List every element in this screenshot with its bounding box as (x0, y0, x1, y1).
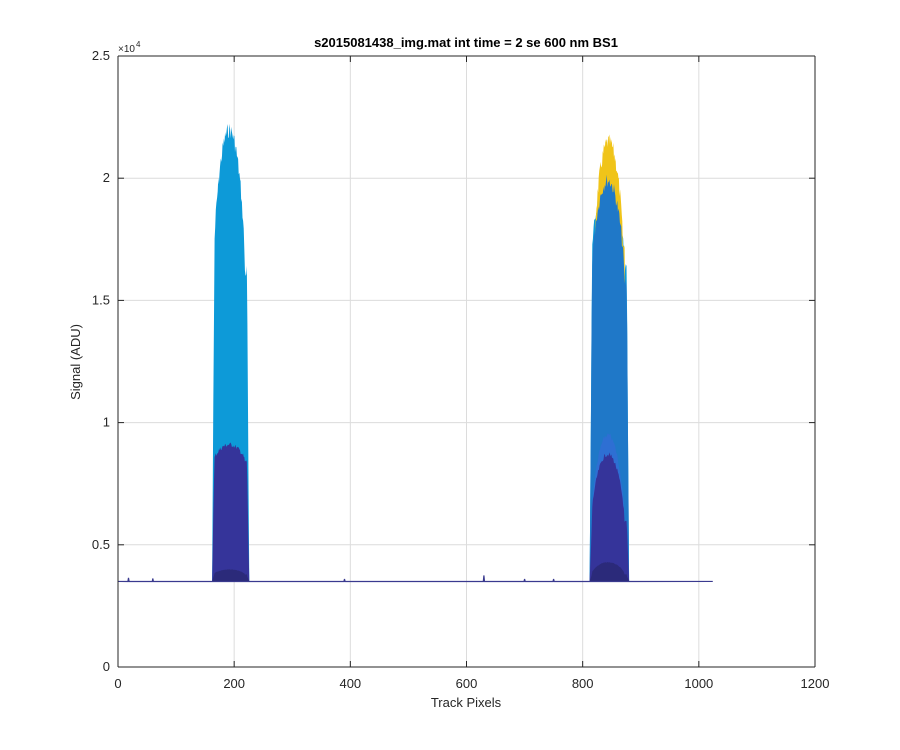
x-tick-label: 800 (572, 676, 594, 691)
y-tick-label: 1 (103, 415, 110, 430)
x-axis-label: Track Pixels (431, 695, 502, 710)
y-tick-label: 2.5 (92, 48, 110, 63)
x-tick-label: 400 (339, 676, 361, 691)
x-tick-label: 1200 (801, 676, 830, 691)
y-exponent-power: 4 (136, 40, 141, 49)
series-6-peak-1 (212, 569, 250, 582)
series-5-peak-1 (212, 442, 250, 582)
series-5-peak-2 (589, 452, 630, 582)
y-tick-label: 2 (103, 170, 110, 185)
y-tick-label: 0 (103, 659, 110, 674)
chart-title: s2015081438_img.mat int time = 2 se 600 … (314, 35, 618, 50)
y-tick-label: 0.5 (92, 537, 110, 552)
y-exponent-base: ×10 (118, 44, 135, 55)
series-6 (212, 562, 630, 582)
ticks: 0 200 400 600 800 1000 1200 0 0.5 1 1.5 2 2.5 (92, 48, 830, 691)
y-axis-label: Signal (ADU) (68, 324, 83, 400)
x-tick-label: 0 (114, 676, 121, 691)
x-tick-label: 1000 (684, 676, 713, 691)
series-5 (212, 442, 630, 582)
baseline-line (117, 575, 713, 583)
x-tick-label: 600 (456, 676, 478, 691)
series-6-peak-2 (589, 562, 630, 582)
series-layer (117, 123, 713, 583)
x-tick-label: 200 (223, 676, 245, 691)
y-tick-label: 1.5 (92, 292, 110, 307)
